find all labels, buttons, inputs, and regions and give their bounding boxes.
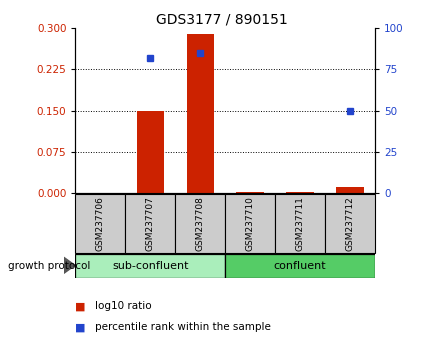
Bar <box>186 34 213 193</box>
Bar <box>324 194 374 253</box>
Text: sub-confluent: sub-confluent <box>112 261 188 271</box>
Text: growth protocol: growth protocol <box>8 261 90 271</box>
Bar <box>335 188 363 193</box>
Bar <box>125 194 175 253</box>
Bar <box>75 254 224 278</box>
Text: GSM237707: GSM237707 <box>145 196 154 251</box>
Bar <box>286 192 313 193</box>
Bar <box>224 194 274 253</box>
Text: log10 ratio: log10 ratio <box>95 301 151 311</box>
Text: GSM237706: GSM237706 <box>95 196 104 251</box>
Text: GSM237712: GSM237712 <box>345 196 354 251</box>
Text: confluent: confluent <box>273 261 326 271</box>
Bar <box>175 194 224 253</box>
Text: ■: ■ <box>75 301 86 311</box>
Text: GSM237710: GSM237710 <box>245 196 254 251</box>
Text: percentile rank within the sample: percentile rank within the sample <box>95 322 270 332</box>
Bar <box>236 192 263 193</box>
Text: GDS3177 / 890151: GDS3177 / 890151 <box>156 12 287 27</box>
Polygon shape <box>64 257 75 273</box>
Bar <box>136 110 164 193</box>
Text: ■: ■ <box>75 322 86 332</box>
Bar <box>274 194 324 253</box>
Text: GSM237708: GSM237708 <box>195 196 204 251</box>
Text: GSM237711: GSM237711 <box>295 196 304 251</box>
Bar <box>224 254 374 278</box>
Bar <box>75 194 125 253</box>
